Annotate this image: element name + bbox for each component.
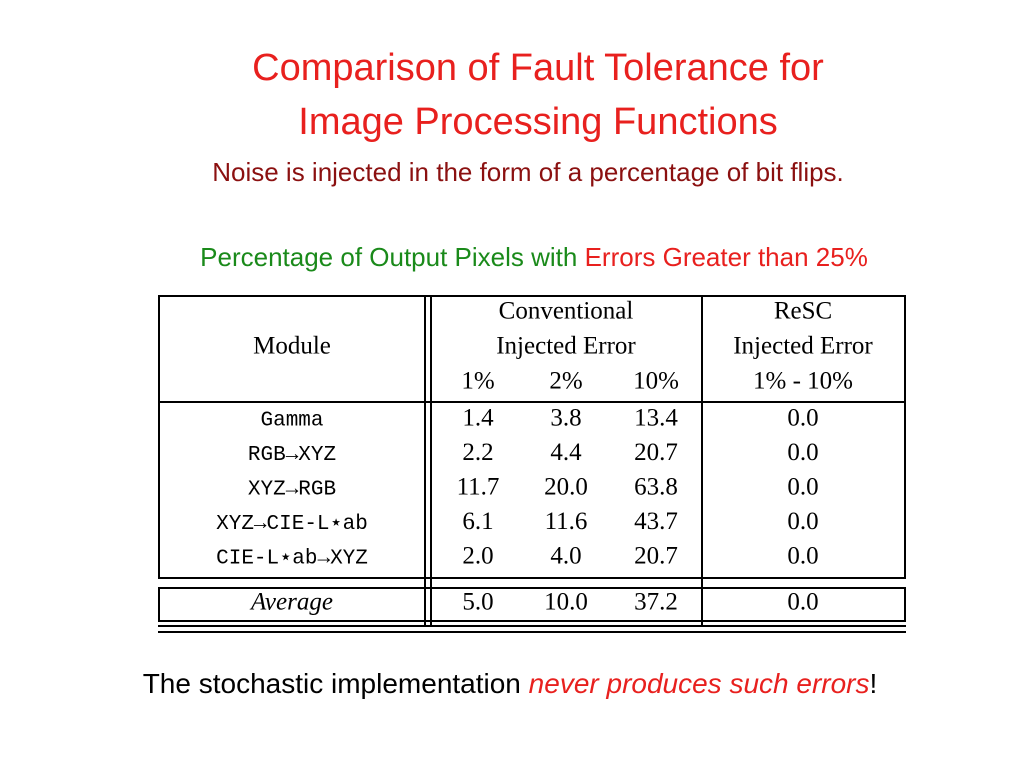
value-cell: 4.0: [550, 543, 581, 570]
footer-part: !: [870, 668, 878, 699]
value-cell: 11.6: [545, 508, 588, 535]
module-cell: RGB→XYZ: [248, 444, 336, 467]
value-cell: 13.4: [634, 405, 678, 432]
module-cell: CIE-L⋆ab→XYZ: [216, 548, 368, 571]
average-cell: 37.2: [634, 589, 678, 616]
value-cell: 0.0: [787, 508, 818, 535]
footer-part: The stochastic implementation: [143, 668, 521, 699]
value-cell: 0.0: [787, 439, 818, 466]
subtitle: Noise is injected in the form of a perce…: [212, 157, 844, 187]
value-cell: 11.7: [457, 474, 500, 501]
subheader-cell: 2%: [549, 368, 582, 395]
header-cell: Module: [253, 333, 331, 360]
value-cell: 1.4: [462, 405, 494, 432]
value-cell: 20.7: [634, 543, 678, 570]
value-cell: 4.4: [550, 439, 582, 466]
value-cell: 0.0: [787, 405, 818, 432]
header-cell: Injected Error: [496, 333, 636, 360]
subheader-cell: 10%: [633, 368, 679, 395]
caption-part: Percentage of Output Pixels with: [200, 242, 577, 272]
value-cell: 6.1: [462, 508, 493, 535]
subheader-cell: 1%: [461, 368, 494, 395]
header-cell: ReSC: [774, 298, 832, 325]
caption-part: Errors Greater than 25%: [585, 242, 868, 272]
average-cell: 10.0: [544, 589, 588, 616]
footer-part: never produces such errors: [529, 668, 870, 699]
header-cell: Conventional: [499, 298, 634, 325]
title-line: Comparison of Fault Tolerance for: [252, 47, 824, 89]
average-cell: 0.0: [787, 589, 818, 616]
module-cell: XYZ→CIE-L⋆ab: [216, 513, 368, 536]
module-cell: Gamma: [260, 410, 323, 433]
value-cell: 0.0: [787, 543, 818, 570]
value-cell: 2.0: [462, 543, 493, 570]
module-cell: XYZ→RGB: [248, 479, 336, 502]
value-cell: 0.0: [787, 474, 818, 501]
subheader-cell: 1% - 10%: [753, 368, 853, 395]
value-cell: 20.7: [634, 439, 678, 466]
value-cell: 43.7: [634, 508, 678, 535]
footer: The stochastic implementation never prod…: [143, 668, 878, 699]
average-cell: 5.0: [462, 589, 493, 616]
value-cell: 63.8: [634, 474, 678, 501]
caption: Percentage of Output Pixels with Errors …: [200, 242, 868, 272]
header-cell: Injected Error: [733, 333, 873, 360]
value-cell: 3.8: [550, 405, 581, 432]
value-cell: 20.0: [544, 474, 588, 501]
value-cell: 2.2: [462, 439, 493, 466]
title-line: Image Processing Functions: [298, 101, 777, 143]
table-lines: [158, 295, 906, 633]
average-label: Average: [249, 589, 333, 616]
